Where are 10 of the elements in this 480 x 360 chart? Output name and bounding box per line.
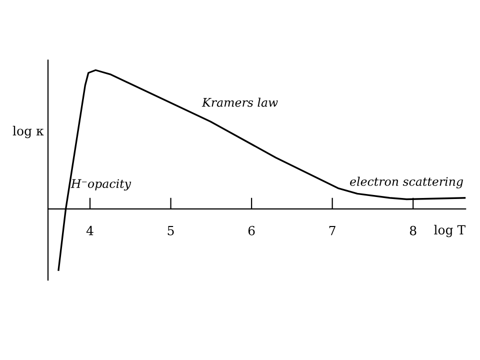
x-tick-label: 6 — [248, 226, 255, 236]
annotation: H⁻opacity — [70, 179, 132, 190]
x-tick-label: 7 — [329, 226, 336, 236]
x-axis-title: log T — [434, 224, 466, 238]
y-axis-title: log κ — [12, 126, 44, 138]
annotation: Kramers law — [202, 98, 278, 107]
x-tick-label: 4 — [86, 226, 94, 236]
x-tick-label: 8 — [410, 226, 416, 236]
annotation: electron scattering — [350, 176, 464, 188]
x-tick-label: 5 — [168, 226, 174, 236]
